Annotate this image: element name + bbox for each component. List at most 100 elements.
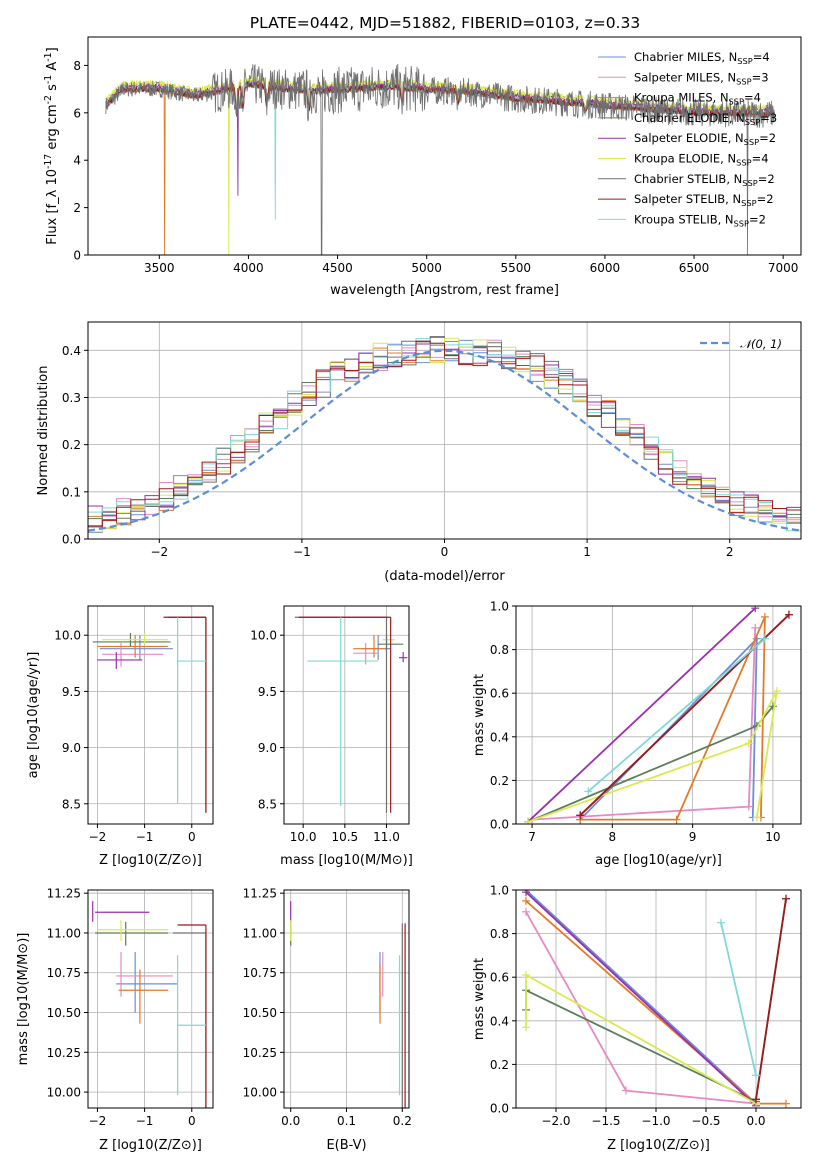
weight_vs_age-xtick-label-2: 9 (689, 830, 697, 844)
mass_vs_Z-ylabel: mass [log10(M/M⊙)] (16, 933, 31, 1066)
spectrum-ytick-label-1: 2 (73, 201, 81, 215)
age_vs_Z-ytick-label-0: 8.5 (62, 797, 81, 811)
residuals-ytick-label-1: 0.1 (62, 485, 81, 499)
weight_vs_Z-ylabel: mass weight (472, 958, 487, 1040)
spectrum-xlabel: wavelength [Angstrom, rest frame] (330, 283, 559, 298)
age_vs_mass-xtick-label-0: 10.0 (290, 830, 317, 844)
spectrum-ytick-label-3: 6 (73, 106, 81, 120)
mass_vs_Z-ytick-label-3: 10.75 (47, 966, 81, 980)
weight_vs_age-ytick-label-4: 0.8 (490, 643, 509, 657)
weight_vs_age-ytick-label-5: 1.0 (490, 600, 509, 614)
weight_vs_Z-ytick-label-5: 1.0 (490, 884, 509, 898)
weight_vs_age-marker-5-0 (524, 817, 533, 824)
weight_vs_Z-axes (516, 889, 801, 1109)
mass_vs_Z-xtick-label-1: −1 (136, 1114, 154, 1128)
age_vs_Z-frame: −2 −1 0 8.5 9.0 9.5 10.0 (54, 605, 214, 844)
weight_vs_Z-ytick-label-4: 0.8 (490, 927, 509, 941)
residuals-ytick-label-4: 0.4 (62, 344, 81, 358)
age_vs_Z-errorbar-5 (102, 632, 169, 645)
weight_vs_age-series-3 (527, 705, 774, 823)
legend-entry-2: Kroupa MILES, NSSP=4 (634, 91, 761, 107)
weight_vs_Z-ytick-label-0: 0.0 (490, 1102, 509, 1116)
age_vs_mass-ytick-label-2: 9.5 (258, 685, 277, 699)
mass_vs_Z-errorbar-8 (177, 955, 206, 1096)
legend-entry-1: Salpeter MILES, NSSP=3 (634, 70, 769, 86)
weight_vs_Z-marker-5-0 (522, 1023, 530, 1032)
mass_vs_ebv-xtick-label-1: 0.1 (337, 1114, 356, 1128)
weight_vs_age-marker-2-2 (760, 612, 769, 621)
spectrum-frame: 3500 4000 4500 5000 5500 6000 6500 7000 0 2 4 6 8 (73, 36, 802, 275)
residuals-ylabel: Normed distribution (36, 366, 51, 496)
residuals-ytick-label-2: 0.2 (62, 438, 81, 452)
mass_vs_ebv-ytick-label-3: 10.75 (243, 966, 277, 980)
age_vs_Z-axes (88, 606, 213, 824)
weight_vs_age-series-0 (579, 636, 758, 821)
weight_vs_age-marker-2-1 (672, 815, 681, 824)
weight_vs_Z-series-5 (525, 973, 757, 1105)
age_vs_mass-errorbar-8 (307, 617, 379, 807)
weight_vs_Z-marker-1-1 (622, 1086, 630, 1095)
age_vs_mass-errorbar-4 (399, 652, 408, 663)
mass_vs_Z-ytick-label-4: 11.00 (47, 926, 81, 940)
mass_vs_Z-errorbar-4 (92, 901, 150, 922)
age_vs_Z-ylabel: age [log10(age/yr)] (26, 652, 41, 779)
age_vs_Z-errorbar-8 (177, 617, 206, 804)
mass_vs_Z-errorbar-0 (116, 952, 178, 1013)
age_vs_mass-ytick-label-1: 9.0 (258, 741, 277, 755)
residuals-xtick-label-0: −2 (150, 545, 168, 559)
weight_vs_age-marker-1-1 (744, 802, 753, 811)
age_vs_Z-xtick-label-2: 0 (188, 830, 196, 844)
legend-entry-0: Chabrier MILES, NSSP=4 (634, 50, 770, 66)
weight_vs_age-marker-7-0 (576, 811, 585, 820)
legend-entry-3: Chabrier ELODIE, NSSP=3 (634, 111, 777, 127)
residuals-axes (88, 322, 801, 540)
residuals-frame: −2 −1 0 1 2 0.0 0.1 0.2 0.3 0.4 (62, 321, 802, 559)
spectrum-xtick-label-4: 5500 (501, 261, 532, 275)
weight_vs_Z-marker-2-2 (782, 1099, 790, 1108)
mass_vs_Z-ytick-label-0: 10.00 (47, 1086, 81, 1100)
spectrum-ylabel: Flux [f_λ 10-17 erg cm-2 s-1 A-1] (43, 47, 60, 244)
spectrum-xtick-label-5: 6000 (590, 261, 621, 275)
weight_vs_age-xtick-label-0: 7 (528, 830, 536, 844)
legend-entry-4: Salpeter ELODIE, NSSP=2 (634, 131, 776, 147)
age_vs_mass-errorbar-2 (353, 635, 387, 658)
age_vs_Z-plot-area (92, 616, 207, 813)
weight_vs_Z-series-4 (525, 891, 757, 1107)
age_vs_mass-xtick-label-1: 10.5 (331, 830, 358, 844)
age_vs_mass-xlabel: mass [log10(M/M⊙)] (280, 853, 413, 868)
weight_vs_Z-marker-8-1 (752, 1071, 760, 1080)
mass_vs_ebv-frame: 0.0 0.1 0.2 10.00 10.25 10.50 10.75 11.00 11.25 (243, 887, 412, 1128)
spectrum-ytick-label-4: 8 (73, 59, 81, 73)
weight_vs_Z-xlabel: Z [log10(Z/Z⊙)] (607, 1138, 710, 1153)
weight_vs_Z-ytick-label-1: 0.2 (490, 1058, 509, 1072)
mass_vs_Z-ytick-label-5: 11.25 (47, 887, 81, 901)
age_vs_Z-errorbar-6 (168, 616, 207, 813)
mass_vs_ebv-ytick-label-0: 10.00 (243, 1086, 277, 1100)
mass_vs_Z-axes (88, 890, 213, 1108)
weight_vs_Z-series-8 (720, 922, 757, 1076)
weight_vs_Z-xtick-label-2: −1.0 (641, 1114, 670, 1128)
age_vs_Z-errorbar-7 (163, 616, 207, 813)
mass_vs_Z-xlabel: Z [log10(Z/Z⊙)] (99, 1138, 202, 1153)
weight_vs_age-ytick-label-2: 0.4 (490, 730, 509, 744)
age_vs_Z-ytick-label-3: 10.0 (54, 629, 81, 643)
spectrum-plot-area (105, 63, 775, 255)
mass_vs_ebv-ytick-label-2: 10.50 (243, 1006, 277, 1020)
legend-entry-5: Kroupa ELODIE, NSSP=4 (634, 152, 769, 168)
weight_vs_Z-marker-8-0 (717, 918, 725, 927)
spectrum-xtick-label-3: 5000 (411, 261, 442, 275)
weight_vs_Z-marker-7-0 (752, 1095, 760, 1104)
age_vs_mass-ytick-label-3: 10.0 (250, 629, 277, 643)
mass_vs_ebv-xlabel: E(B-V) (326, 1138, 366, 1153)
mass_vs_Z-errorbar-7 (177, 924, 207, 1108)
weight_vs_age-ytick-label-3: 0.6 (490, 687, 509, 701)
age_vs_Z-xtick-label-0: −2 (89, 830, 107, 844)
weight_vs_age-xlabel: age [log10(age/yr)] (595, 853, 722, 868)
weight_vs_Z-frame: −2.0 −1.5 −1.0 −0.5 0.0 0.0 0.2 0.4 0.6 0.8 1.0 (490, 884, 802, 1128)
weight_vs_age-marker-5-1 (744, 739, 753, 748)
weight_vs_age-marker-5-3 (752, 813, 761, 822)
mass_vs_Z-errorbar-3 (95, 921, 169, 946)
residuals-ytick-label-0: 0.0 (62, 533, 81, 547)
weight_vs_Z-marker-7-1 (782, 894, 790, 903)
